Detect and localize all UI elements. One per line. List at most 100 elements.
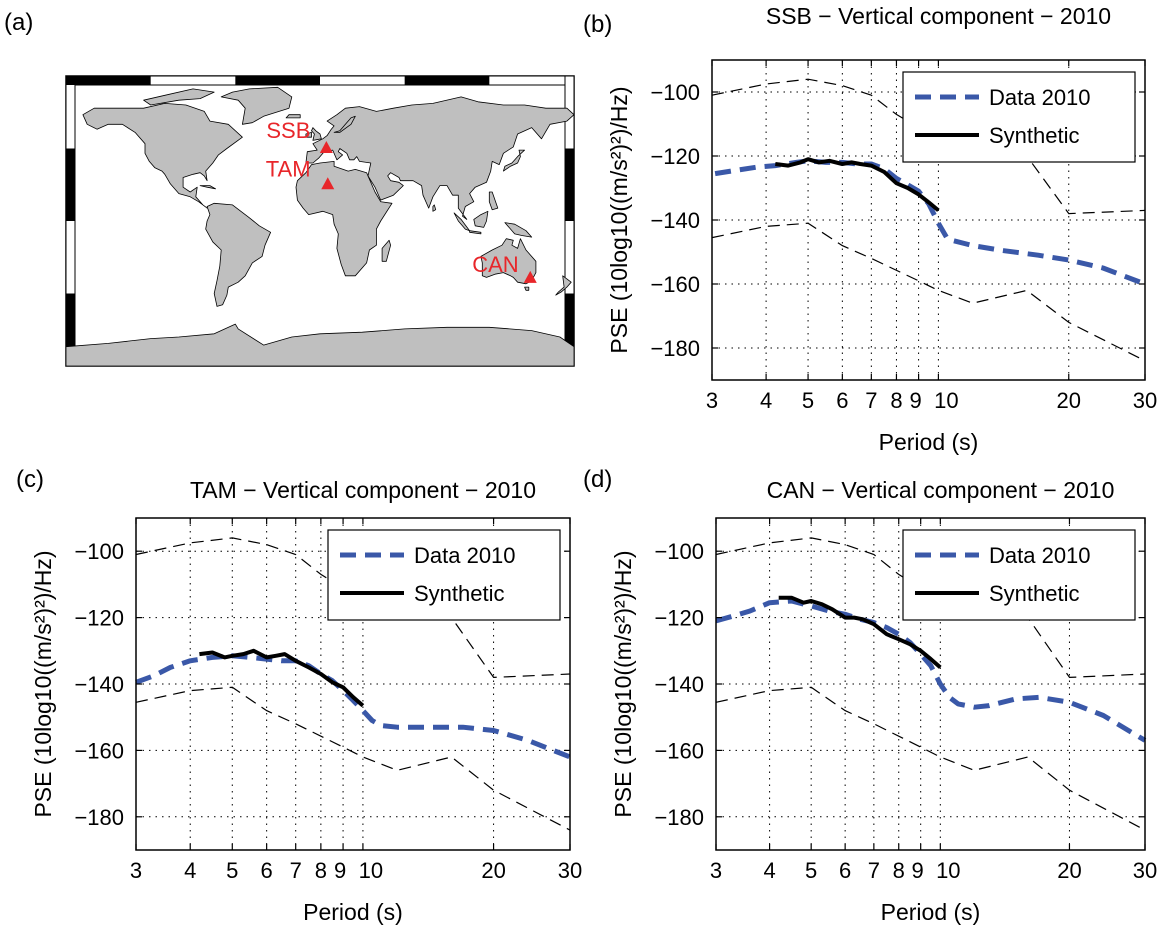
world-map: SSB TAM CAN [65,75,575,367]
land-africa [295,160,393,277]
x-tick-label: 20 [1057,388,1081,413]
y-tick-label: −160 [650,272,700,297]
land-south-america [205,202,272,307]
x-tick-label: 30 [558,858,582,883]
x-tick-label: 7 [290,858,302,883]
x-tick-label: 10 [934,388,958,413]
legend-label: Synthetic [414,581,505,606]
x-tick-label: 6 [261,858,273,883]
x-tick-label: 30 [1133,858,1157,883]
y-tick-label: −120 [654,606,704,631]
border-tick [565,293,574,366]
x-tick-label: 3 [706,388,718,413]
legend-label: Synthetic [989,581,1080,606]
noise-model-line-low [135,686,571,831]
border-tick [66,76,151,85]
x-tick-label: 5 [805,858,817,883]
land-sri-lanka [432,204,437,212]
x-tick-label: 3 [130,858,142,883]
station-label-tam: TAM [266,156,311,181]
y-tick-label: −100 [74,539,124,564]
land-java [469,230,482,235]
chart-title: SSB − Vertical component − 2010 [766,3,1111,29]
series-line-data-2010 [135,653,571,760]
x-tick-label: 8 [893,858,905,883]
border-tick [565,148,574,221]
land-philippines [488,191,499,211]
x-tick-label: 7 [868,858,880,883]
legend-box [327,529,561,621]
noise-model-line-low [711,222,1146,362]
x-tick-label: 6 [839,858,851,883]
land-japan [502,149,525,172]
y-tick-label: −140 [650,208,700,233]
land-new-guinea [504,222,533,238]
x-tick-label: 30 [1133,388,1157,413]
x-tick-label: 7 [865,388,877,413]
land-masses [65,86,575,367]
x-tick-label: 4 [763,858,775,883]
chart-panel-can: (d) CAN − Vertical component − 2010 3 4 5 6 7 8… [583,466,1157,925]
land-tasmania [524,286,530,291]
land-canadian-islands [143,88,215,106]
border-tick [66,148,75,221]
series-line-data-2010 [714,158,1146,287]
land-madagascar [381,239,392,262]
y-tick-label: −100 [650,80,700,105]
x-axis-label: Period (s) [881,899,981,925]
land-north-america [82,103,243,209]
x-axis-label: Period (s) [879,429,979,455]
x-tick-label: 4 [760,388,772,413]
x-tick-label: 20 [1057,858,1081,883]
y-tick-label: −180 [74,805,124,830]
border-tick [66,293,75,366]
noise-model-line-low [715,686,1146,831]
y-tick-label: −160 [654,738,704,763]
land-greenland [220,86,293,125]
legend-label: Synthetic [989,123,1080,148]
legend-box [902,529,1136,621]
x-tick-label: 3 [710,858,722,883]
station-marker-tam [321,177,335,190]
land-uk [311,127,322,141]
y-tick-label: −160 [74,738,124,763]
x-tick-label: 9 [334,858,346,883]
series-line-synthetic [775,157,940,212]
x-tick-label: 9 [909,388,921,413]
x-tick-label: 5 [226,858,238,883]
panel-label: (d) [583,466,612,493]
y-tick-label: −100 [654,539,704,564]
y-tick-label: −120 [74,606,124,631]
y-tick-label: −180 [650,336,700,361]
x-axis-label: Period (s) [303,899,403,925]
panel-label-a: (a) [4,9,33,36]
chart-title: TAM − Vertical component − 2010 [190,477,536,503]
legend-box [902,71,1136,163]
series-line-synthetic [199,648,365,708]
chart-panel-ssb: (b) SSB − Vertical component − 2010 3 4 5 6 7 8… [583,3,1157,455]
y-axis-label: PSE (10log10((m/s²)²)/Hz) [606,86,632,353]
land-scandinavia-baltic [333,115,356,133]
y-tick-label: −120 [650,144,700,169]
y-axis-label: PSE (10log10((m/s²)²)/Hz) [30,550,56,817]
station-label-ssb: SSB [266,118,310,143]
y-tick-label: −140 [74,672,124,697]
legend-label: Data 2010 [989,85,1091,110]
land-indonesia-borneo [473,210,489,228]
x-tick-label: 5 [802,388,814,413]
x-tick-label: 6 [836,388,848,413]
land-ireland [305,131,312,138]
world-map-panel: (a) SSB TAM CAN [4,9,575,367]
land-cuba [199,185,217,190]
x-tick-label: 9 [912,858,924,883]
chart-panel-tam: (c) TAM − Vertical component − 2010 3 4 5 6 7 8… [16,466,582,925]
border-tick [235,76,320,85]
noise-model-line-high [711,78,1146,215]
station-markers: SSB TAM CAN [266,118,537,283]
station-label-can: CAN [472,252,518,277]
panel-label: (c) [16,466,44,493]
land-iceland [285,114,301,119]
x-tick-label: 10 [936,858,960,883]
noise-model-line-high [135,537,571,679]
